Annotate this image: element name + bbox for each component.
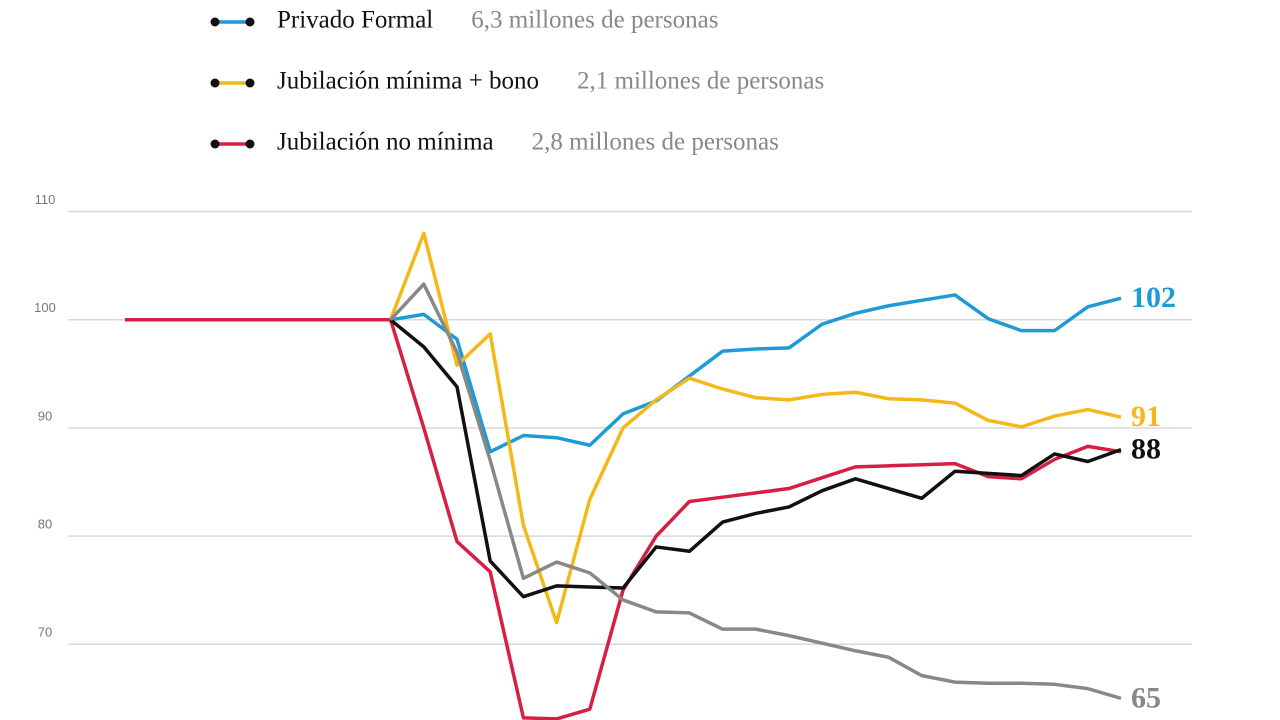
series-line [388,231,1122,625]
series-line [390,293,1122,454]
y-tick-label: 70 [38,625,52,640]
legend-dot [210,78,220,88]
series-line [389,282,1122,701]
y-tick-label: 80 [38,517,52,532]
y-tick-label: 100 [34,300,56,315]
legend-dot [245,78,255,88]
series-line [125,318,1122,720]
end-label: 91 [1131,400,1161,433]
legend-description: 2,8 millones de personas [532,129,779,156]
end-label: 65 [1131,681,1161,714]
legend-name: Jubilación mínima + bono [277,68,539,95]
legend-name: Privado Formal [277,7,433,34]
legend-description: 2,1 millones de personas [577,68,824,95]
legend-dot [245,17,255,27]
series-line [389,318,1122,599]
legend-dot [210,139,220,149]
end-label: 88 [1131,432,1161,465]
legend-name: Jubilación no mínima [277,129,494,156]
legend-description: 6,3 millones de personas [471,7,718,34]
legend-dot [210,17,220,27]
end-label: 102 [1131,281,1176,314]
y-tick-label: 110 [35,192,56,207]
legend-dot [245,139,255,149]
y-tick-label: 90 [38,408,52,423]
